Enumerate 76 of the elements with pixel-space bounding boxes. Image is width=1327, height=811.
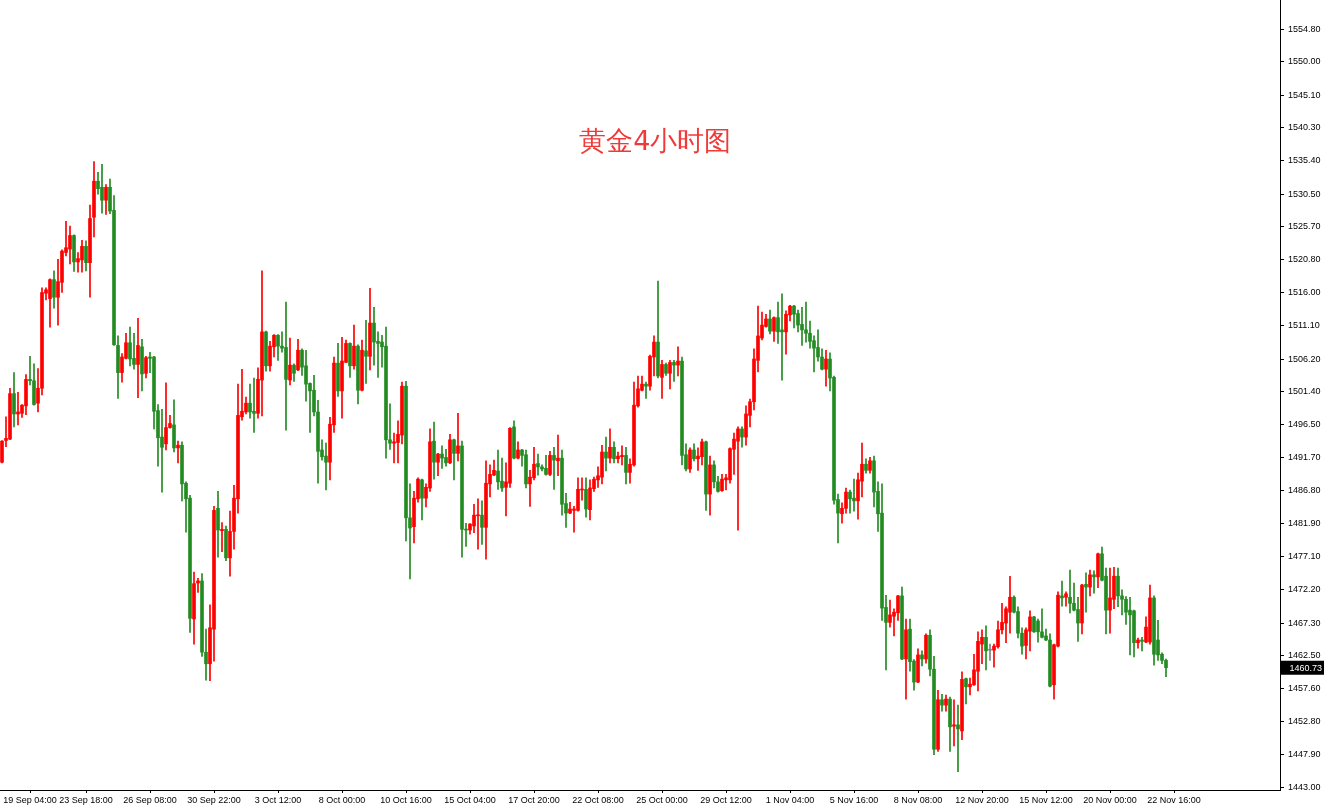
candlestick	[672, 360, 676, 382]
candlestick	[1040, 608, 1044, 639]
y-tick-label: 1550.00	[1288, 56, 1321, 67]
y-tick-label: 1535.40	[1288, 155, 1321, 166]
candlestick	[440, 445, 444, 469]
candlestick	[176, 440, 180, 464]
x-tick-label: 17 Oct 20:00	[508, 794, 560, 805]
x-tick-label: 12 Nov 20:00	[955, 794, 1009, 805]
x-tick-label: 19 Sep 04:00	[3, 794, 57, 805]
candlestick	[1108, 567, 1112, 634]
candlestick	[160, 408, 164, 493]
y-tick-label: 1516.00	[1288, 287, 1321, 297]
y-tick-label: 1554.80	[1288, 23, 1321, 34]
candlestick	[252, 377, 256, 433]
x-tick-label: 15 Nov 12:00	[1019, 794, 1073, 805]
y-tick-label: 1511.10	[1288, 320, 1320, 331]
x-tick-label: 8 Oct 00:00	[318, 794, 366, 805]
candlestick	[476, 498, 480, 550]
x-tick-label: 1 Nov 04:00	[765, 794, 815, 805]
x-tick-label: 15 Oct 04:00	[444, 794, 496, 805]
y-tick-label: 1443.00	[1288, 782, 1321, 793]
candlestick	[364, 320, 368, 384]
x-tick-label: 29 Oct 12:00	[700, 794, 752, 805]
y-tick-label: 1540.30	[1288, 122, 1321, 133]
candlestick	[552, 446, 556, 490]
candlestick	[852, 478, 856, 512]
x-tick-label: 5 Nov 16:00	[829, 794, 879, 805]
y-tick-label: 1457.60	[1288, 683, 1321, 694]
candlestick	[604, 436, 608, 472]
y-tick-label: 1520.80	[1288, 254, 1321, 265]
candlestick	[620, 445, 624, 466]
candlestick	[556, 434, 560, 477]
y-tick-label: 1481.90	[1288, 518, 1321, 529]
x-tick-label: 3 Oct 12:00	[254, 794, 302, 805]
y-tick-label: 1501.40	[1288, 386, 1321, 397]
x-tick-label: 22 Oct 08:00	[572, 794, 624, 805]
y-tick-label: 1525.70	[1288, 221, 1321, 232]
y-tick-label: 1506.20	[1288, 353, 1321, 364]
candlestick	[324, 442, 328, 491]
y-tick-label: 1452.80	[1288, 715, 1321, 726]
y-tick-label: 1462.50	[1288, 650, 1321, 661]
candlestick	[536, 453, 540, 476]
text: 1460.73	[1289, 662, 1322, 673]
candlestick	[1128, 596, 1132, 656]
candlestick	[1084, 572, 1088, 613]
candlestick	[956, 704, 960, 773]
candlestick	[164, 382, 168, 451]
candlestick	[136, 317, 140, 399]
y-tick-label: 1545.10	[1288, 89, 1321, 100]
y-tick-label: 1530.50	[1288, 188, 1321, 199]
x-tick-label: 25 Oct 00:00	[636, 794, 688, 805]
candlestick	[220, 522, 224, 553]
x-tick-label: 26 Sep 08:00	[123, 794, 177, 805]
candlestick	[736, 426, 740, 531]
y-tick-label: 1496.50	[1288, 419, 1321, 430]
candlestick	[988, 643, 992, 661]
candlestick	[284, 301, 288, 431]
x-tick-label: 10 Oct 16:00	[380, 794, 432, 805]
y-tick-label: 1486.80	[1288, 485, 1321, 496]
x-tick-label: 23 Sep 18:00	[59, 794, 113, 805]
x-tick-label: 20 Nov 00:00	[1083, 794, 1137, 805]
y-tick-label: 1477.10	[1288, 551, 1321, 562]
text: 黄金4小时图	[579, 125, 732, 157]
candlestick	[644, 381, 648, 399]
candlestick	[1068, 569, 1072, 614]
candlestick	[952, 699, 956, 747]
y-tick-label: 1491.70	[1288, 451, 1321, 462]
y-tick-label: 1472.20	[1288, 584, 1321, 595]
y-tick-label: 1447.90	[1288, 749, 1321, 760]
candlestick	[456, 413, 460, 462]
y-tick-label: 1467.30	[1288, 617, 1321, 628]
x-tick-label: 30 Sep 22:00	[187, 794, 241, 805]
candlestick	[1140, 636, 1144, 652]
x-tick-label: 8 Nov 08:00	[893, 794, 943, 805]
candlestick	[676, 346, 680, 377]
x-tick-label: 22 Nov 16:00	[1147, 794, 1201, 805]
